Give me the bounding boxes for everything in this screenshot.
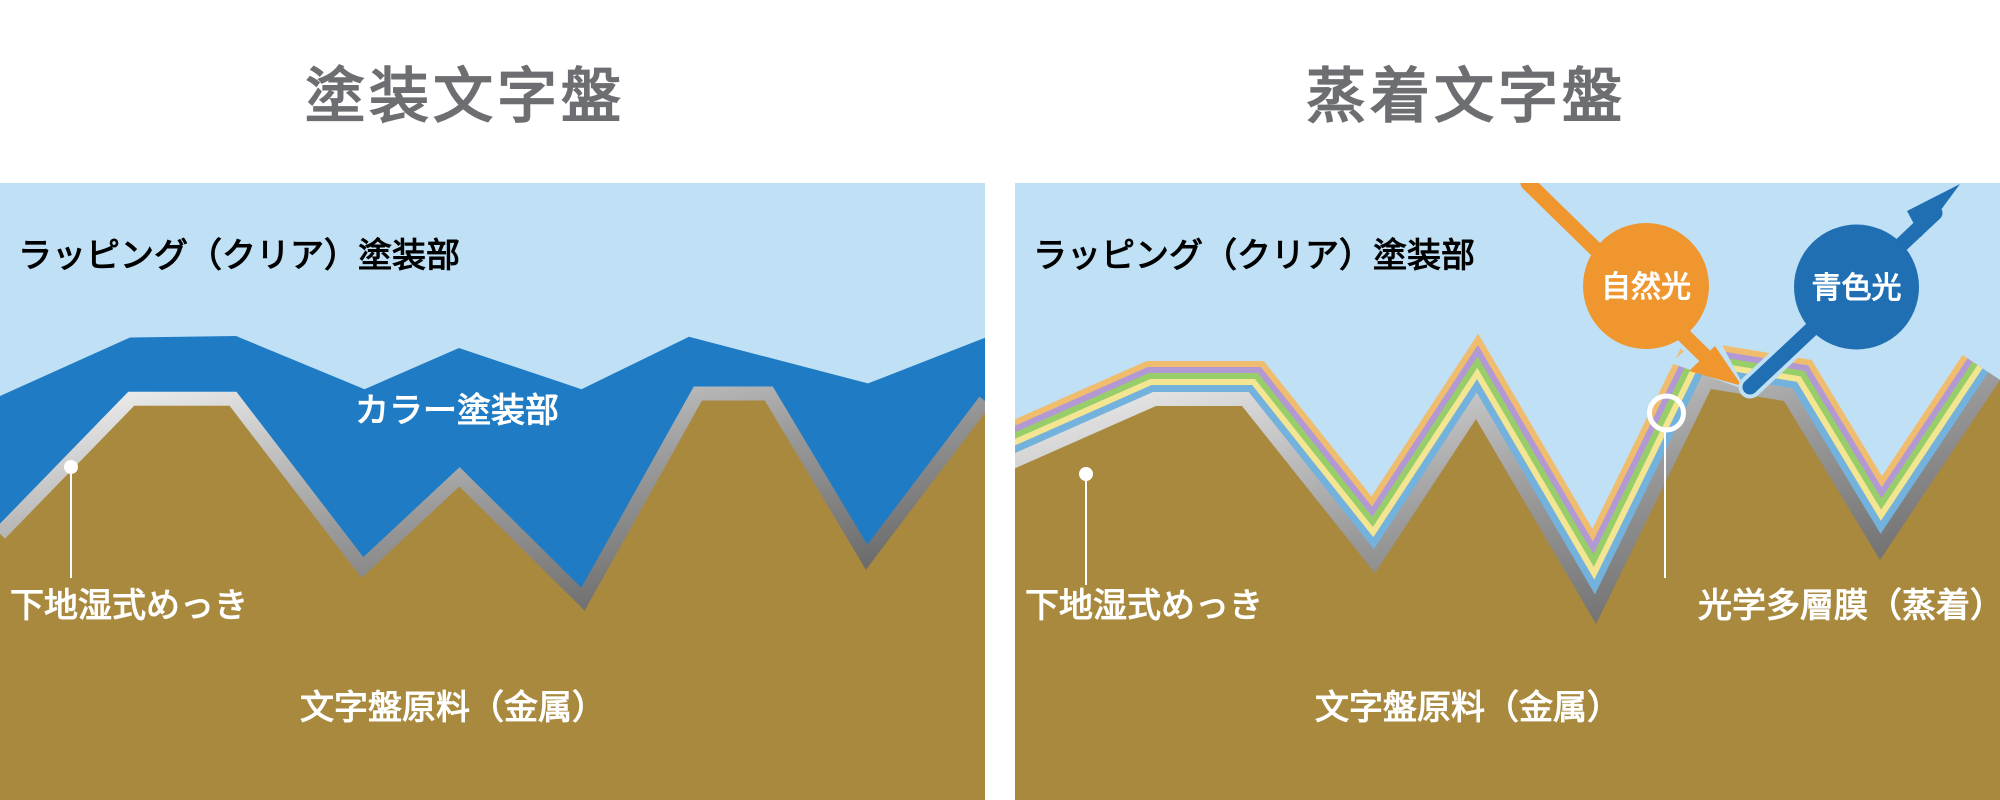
svg-text:青色光: 青色光 [1812,272,1902,305]
svg-text:自然光: 自然光 [1601,270,1691,304]
